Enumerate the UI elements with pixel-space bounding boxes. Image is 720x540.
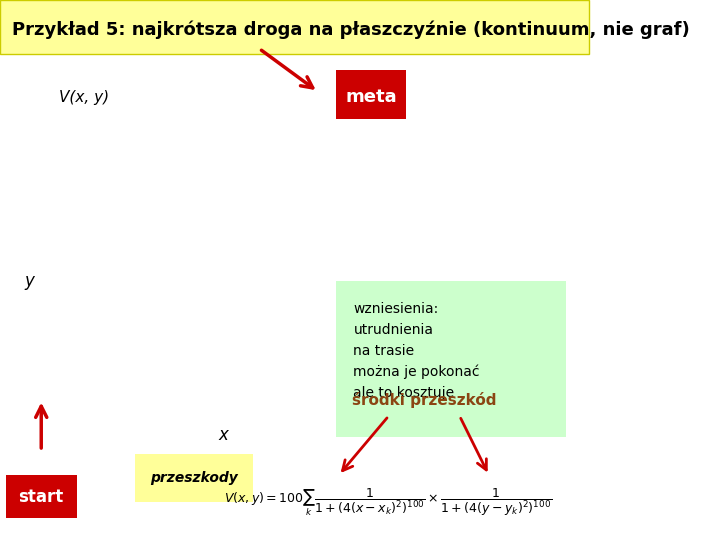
Text: meta: meta	[346, 88, 397, 106]
Text: start: start	[19, 488, 64, 506]
FancyBboxPatch shape	[135, 454, 253, 502]
FancyBboxPatch shape	[336, 70, 407, 119]
Text: przeszkody: przeszkody	[150, 471, 238, 485]
FancyBboxPatch shape	[0, 0, 589, 54]
FancyBboxPatch shape	[6, 475, 76, 518]
Text: środki przeszkód: środki przeszkód	[352, 392, 496, 408]
Text: x: x	[219, 426, 229, 444]
Text: wzniesienia:
utrudnienia
na trasie
można je pokonać
ale to kosztuje: wzniesienia: utrudnienia na trasie można…	[354, 302, 480, 400]
Text: $V(x,y) = 100\sum_k \dfrac{1}{1 + (4(x - x_k)^2)^{100}} \times \dfrac{1}{1 + (4(: $V(x,y) = 100\sum_k \dfrac{1}{1 + (4(x -…	[224, 487, 552, 518]
Text: y: y	[24, 272, 35, 290]
Text: V(x, y): V(x, y)	[59, 90, 109, 105]
FancyBboxPatch shape	[336, 281, 565, 437]
Text: Przykład 5: najkrótsza droga na płaszczyźnie (kontinuum, nie graf): Przykład 5: najkrótsza droga na płaszczy…	[12, 21, 690, 39]
